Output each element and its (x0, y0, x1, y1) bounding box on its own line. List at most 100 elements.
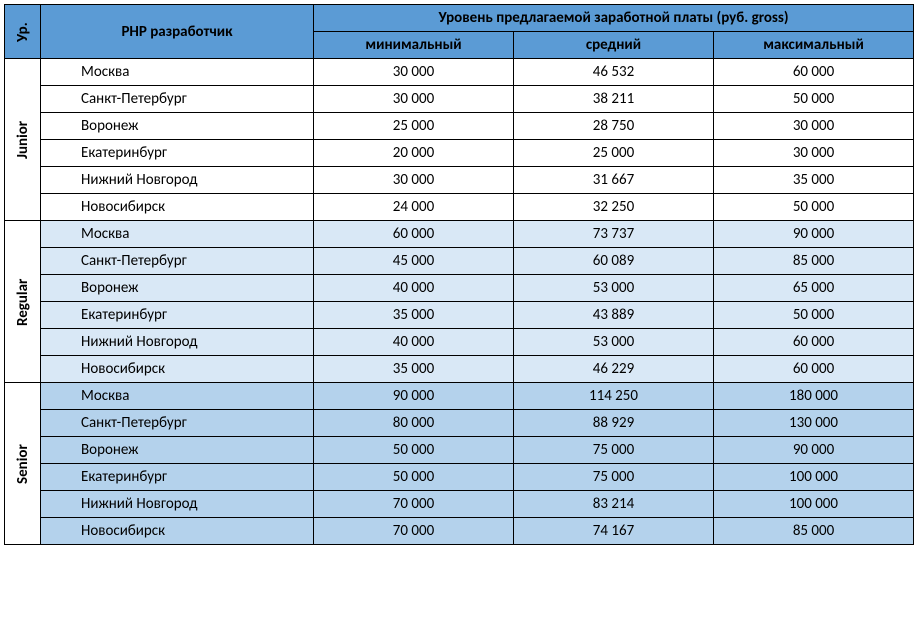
table-header: Ур. PHP разработчик Уровень предлагаемой… (5, 5, 914, 59)
max-cell: 65 000 (714, 275, 914, 302)
header-min: минимальный (314, 32, 514, 59)
avg-cell: 25 000 (514, 140, 714, 167)
max-cell: 30 000 (714, 113, 914, 140)
city-cell: Санкт-Петербург (41, 410, 314, 437)
header-salary-group: Уровень предлагаемой заработной платы (р… (314, 5, 914, 32)
table-row: Екатеринбург20 00025 00030 000 (5, 140, 914, 167)
min-cell: 50 000 (314, 437, 514, 464)
city-cell: Москва (41, 221, 314, 248)
salary-table: Ур. PHP разработчик Уровень предлагаемой… (4, 4, 914, 545)
min-cell: 30 000 (314, 167, 514, 194)
header-level: Ур. (5, 5, 41, 59)
level-label: Junior (5, 59, 41, 221)
table-row: Нижний Новгород30 00031 66735 000 (5, 167, 914, 194)
min-cell: 20 000 (314, 140, 514, 167)
avg-cell: 74 167 (514, 518, 714, 545)
city-cell: Нижний Новгород (41, 491, 314, 518)
max-cell: 180 000 (714, 383, 914, 410)
max-cell: 90 000 (714, 437, 914, 464)
avg-cell: 73 737 (514, 221, 714, 248)
level-label: Senior (5, 383, 41, 545)
avg-cell: 75 000 (514, 437, 714, 464)
avg-cell: 114 250 (514, 383, 714, 410)
min-cell: 30 000 (314, 59, 514, 86)
avg-cell: 83 214 (514, 491, 714, 518)
min-cell: 30 000 (314, 86, 514, 113)
max-cell: 60 000 (714, 59, 914, 86)
table-row: Воронеж50 00075 00090 000 (5, 437, 914, 464)
max-cell: 85 000 (714, 248, 914, 275)
avg-cell: 38 211 (514, 86, 714, 113)
min-cell: 25 000 (314, 113, 514, 140)
header-max: максимальный (714, 32, 914, 59)
table-body: JuniorМосква30 00046 53260 000Санкт-Пете… (5, 59, 914, 545)
min-cell: 40 000 (314, 329, 514, 356)
city-cell: Воронеж (41, 275, 314, 302)
city-cell: Санкт-Петербург (41, 86, 314, 113)
city-cell: Москва (41, 383, 314, 410)
city-cell: Нижний Новгород (41, 167, 314, 194)
city-cell: Новосибирск (41, 356, 314, 383)
city-cell: Санкт-Петербург (41, 248, 314, 275)
min-cell: 45 000 (314, 248, 514, 275)
city-cell: Москва (41, 59, 314, 86)
table-row: Нижний Новгород40 00053 00060 000 (5, 329, 914, 356)
table-row: Новосибирск35 00046 22960 000 (5, 356, 914, 383)
avg-cell: 75 000 (514, 464, 714, 491)
max-cell: 50 000 (714, 302, 914, 329)
table-row: Екатеринбург50 00075 000100 000 (5, 464, 914, 491)
avg-cell: 31 667 (514, 167, 714, 194)
table-row: Воронеж40 00053 00065 000 (5, 275, 914, 302)
min-cell: 60 000 (314, 221, 514, 248)
max-cell: 60 000 (714, 329, 914, 356)
max-cell: 50 000 (714, 86, 914, 113)
avg-cell: 43 889 (514, 302, 714, 329)
min-cell: 40 000 (314, 275, 514, 302)
min-cell: 70 000 (314, 518, 514, 545)
table-row: Санкт-Петербург80 00088 929130 000 (5, 410, 914, 437)
avg-cell: 46 532 (514, 59, 714, 86)
min-cell: 35 000 (314, 356, 514, 383)
avg-cell: 28 750 (514, 113, 714, 140)
header-avg: средний (514, 32, 714, 59)
city-cell: Нижний Новгород (41, 329, 314, 356)
avg-cell: 88 929 (514, 410, 714, 437)
avg-cell: 53 000 (514, 275, 714, 302)
min-cell: 80 000 (314, 410, 514, 437)
table-row: Санкт-Петербург45 00060 08985 000 (5, 248, 914, 275)
max-cell: 100 000 (714, 464, 914, 491)
min-cell: 24 000 (314, 194, 514, 221)
level-label: Regular (5, 221, 41, 383)
max-cell: 90 000 (714, 221, 914, 248)
table-row: RegularМосква60 00073 73790 000 (5, 221, 914, 248)
max-cell: 100 000 (714, 491, 914, 518)
max-cell: 50 000 (714, 194, 914, 221)
min-cell: 70 000 (314, 491, 514, 518)
city-cell: Новосибирск (41, 518, 314, 545)
max-cell: 130 000 (714, 410, 914, 437)
table-row: Новосибирск70 00074 16785 000 (5, 518, 914, 545)
city-cell: Новосибирск (41, 194, 314, 221)
min-cell: 50 000 (314, 464, 514, 491)
table-row: SeniorМосква90 000114 250180 000 (5, 383, 914, 410)
city-cell: Екатеринбург (41, 302, 314, 329)
min-cell: 35 000 (314, 302, 514, 329)
table-row: Новосибирск24 00032 25050 000 (5, 194, 914, 221)
avg-cell: 46 229 (514, 356, 714, 383)
table-row: Воронеж25 00028 75030 000 (5, 113, 914, 140)
header-role: PHP разработчик (41, 5, 314, 59)
table-row: Нижний Новгород70 00083 214100 000 (5, 491, 914, 518)
avg-cell: 32 250 (514, 194, 714, 221)
max-cell: 30 000 (714, 140, 914, 167)
city-cell: Екатеринбург (41, 140, 314, 167)
max-cell: 60 000 (714, 356, 914, 383)
max-cell: 85 000 (714, 518, 914, 545)
table-row: Санкт-Петербург30 00038 21150 000 (5, 86, 914, 113)
min-cell: 90 000 (314, 383, 514, 410)
table-row: JuniorМосква30 00046 53260 000 (5, 59, 914, 86)
max-cell: 35 000 (714, 167, 914, 194)
city-cell: Воронеж (41, 113, 314, 140)
city-cell: Воронеж (41, 437, 314, 464)
avg-cell: 60 089 (514, 248, 714, 275)
city-cell: Екатеринбург (41, 464, 314, 491)
